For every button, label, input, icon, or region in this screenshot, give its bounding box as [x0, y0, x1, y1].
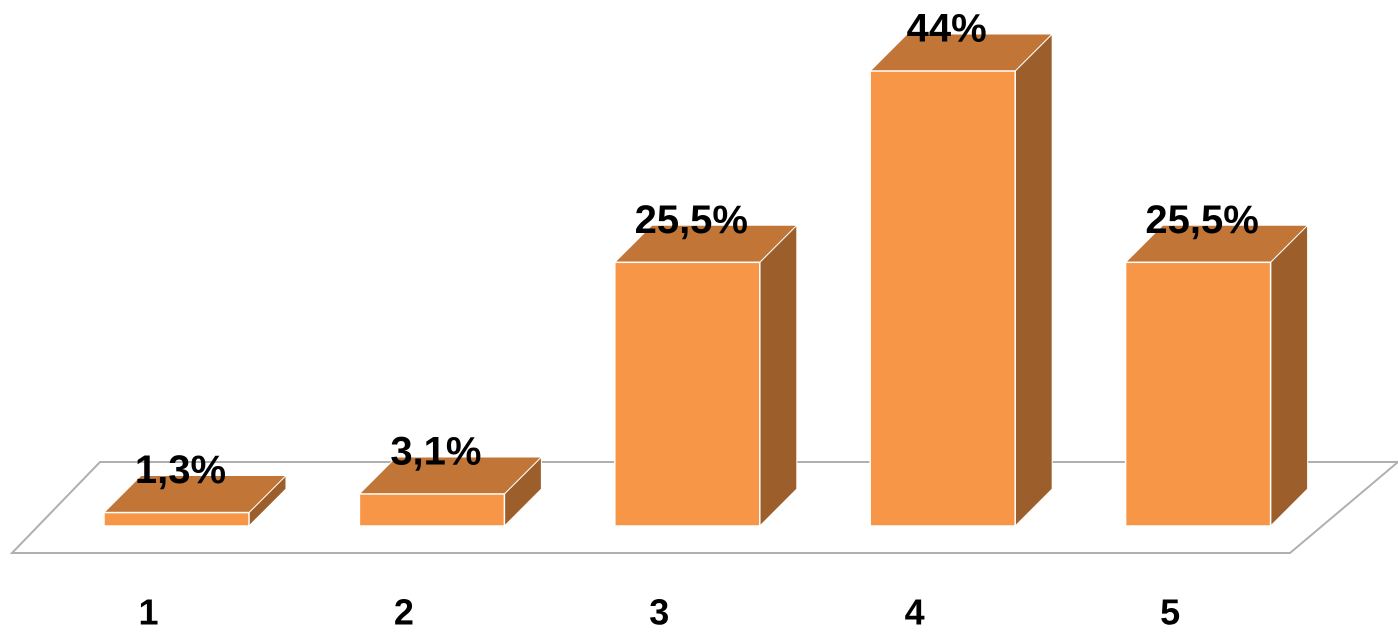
x-tick-label: 5: [1160, 592, 1180, 633]
bar-side: [1270, 224, 1309, 528]
value-label: 25,5%: [635, 198, 748, 242]
bar-side: [759, 224, 798, 528]
x-tick-label: 3: [649, 592, 669, 633]
bar: [614, 261, 761, 527]
bar: [358, 493, 506, 527]
bar: [1124, 261, 1272, 527]
value-label: 3,1%: [390, 430, 481, 474]
x-tick-label: 1: [138, 592, 158, 633]
x-tick-label: 2: [394, 592, 414, 633]
value-label: 25,5%: [1145, 198, 1258, 242]
bar-side: [1014, 32, 1053, 528]
value-label: 44%: [907, 7, 987, 51]
bar: [103, 511, 250, 527]
value-label: 1,3%: [135, 448, 226, 492]
floor: [9, 461, 1398, 554]
x-tick-label: 4: [905, 592, 925, 633]
bar: [869, 70, 1016, 527]
